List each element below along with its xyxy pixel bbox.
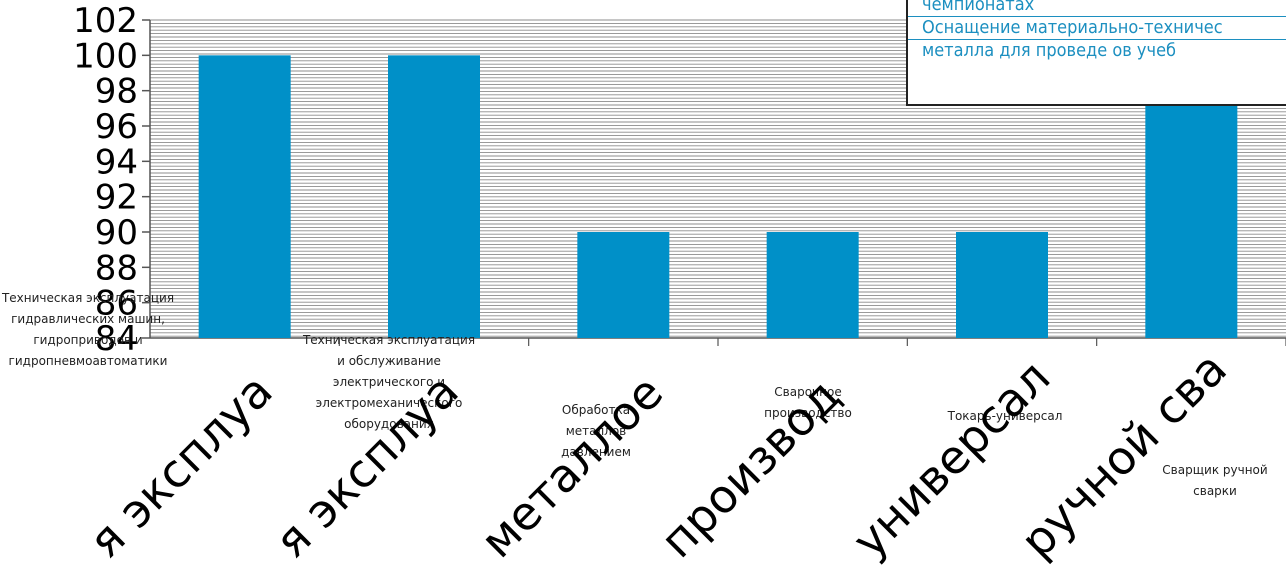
y-tick-label: 92 (95, 178, 138, 218)
bar (577, 232, 670, 338)
legend-line-3: металла для проведе ов учеб (922, 40, 1177, 61)
y-tick-label: 86 (95, 284, 138, 324)
bar (766, 232, 859, 338)
y-tick-label: 98 (95, 72, 138, 112)
bar (198, 55, 291, 338)
x-category-label: Токарь-универсал (947, 409, 1063, 423)
legend-line-2: Оснащение материально-техничес (908, 17, 1286, 40)
y-tick-label: 88 (95, 248, 138, 288)
bar (956, 232, 1048, 338)
y-tick-label: 84 (95, 319, 138, 359)
x-category-label: Техническая эксплуатация гидравлических … (1, 291, 175, 368)
y-tick-label: 96 (95, 107, 138, 147)
y-tick-label: 90 (95, 213, 138, 253)
bar (388, 55, 480, 338)
legend-line-1: чемпионатах (908, 0, 1286, 17)
legend-box: чемпионатах Оснащение материально-технич… (906, 0, 1286, 106)
y-tick-label: 100 (73, 36, 138, 76)
y-tick-label: 94 (95, 142, 138, 182)
x-category-label: Сварщик ручной сварки (1162, 463, 1268, 498)
y-tick-label: 102 (73, 1, 138, 41)
x-category-label: Техническая эксплуатация и обслуживание … (302, 333, 476, 431)
x-category-label: Обработка металлов давлением (561, 403, 631, 459)
x-category-label: Сварочное производство (764, 385, 852, 420)
